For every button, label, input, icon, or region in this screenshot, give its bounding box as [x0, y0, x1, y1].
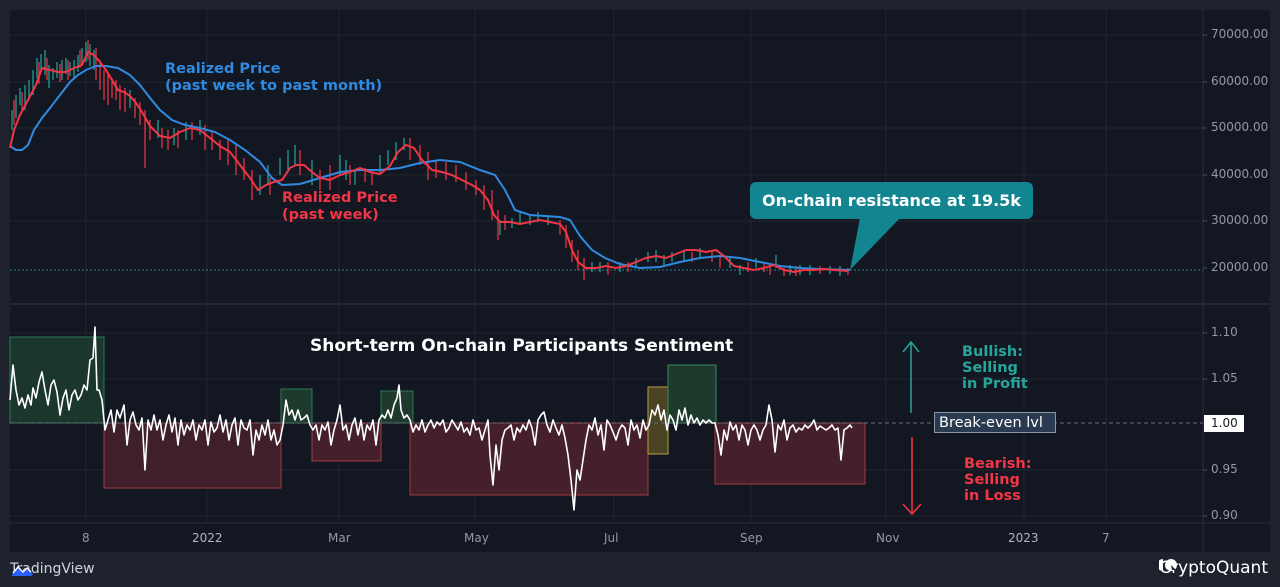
bullish-zone	[667, 364, 717, 424]
footer: TradingView CryptoQuant	[0, 552, 1280, 587]
time-axis[interactable]: 8 2022 Mar May Jul Sep Nov 2023 7	[10, 524, 1203, 552]
bullish-label: Bullish: Selling in Profit	[962, 344, 1028, 392]
price-candles	[11, 40, 849, 280]
time-axis-label: Mar	[328, 531, 351, 545]
price-axis-label: 70000.00	[1211, 27, 1269, 41]
bearish-zone	[103, 422, 282, 489]
price-axis-label: 50000.00	[1211, 120, 1269, 134]
time-axis-label: May	[464, 531, 489, 545]
time-axis-label: Jul	[604, 531, 619, 545]
callout-pointer	[850, 218, 900, 270]
bullish-arrow-icon	[902, 340, 920, 413]
time-axis-label: Nov	[876, 531, 900, 545]
price-axis-label: 40000.00	[1211, 167, 1269, 181]
bullish-zone	[9, 336, 105, 424]
price-axis-label: 20000.00	[1211, 260, 1269, 274]
sentiment-line	[9, 326, 853, 511]
sentiment-axis-label: 1.05	[1211, 371, 1238, 385]
sentiment-axis-label: 0.90	[1211, 508, 1238, 522]
bearish-label: Bearish: Selling in Loss	[964, 456, 1032, 504]
realized-price-week-line	[9, 50, 849, 274]
time-axis-label: 8	[82, 531, 90, 545]
breakeven-label: Break-even lvl	[934, 412, 1056, 433]
realized-price-month-line	[9, 65, 851, 271]
sentiment-axis-label: 1.10	[1211, 325, 1238, 339]
cryptoquant-logo[interactable]: CryptoQuant	[1159, 558, 1268, 578]
price-axis-label: 60000.00	[1211, 74, 1269, 88]
price-axis[interactable]: 70000.00 60000.00 50000.00 40000.00 3000…	[1204, 10, 1270, 304]
sentiment-axis-label: 0.95	[1211, 462, 1238, 476]
sentiment-axis[interactable]: 1.10 1.05 1.00 0.95 0.90	[1204, 305, 1270, 523]
tradingview-cloud-icon	[11, 565, 33, 576]
resistance-callout: On-chain resistance at 19.5k	[750, 182, 1033, 219]
price-axis-label: 30000.00	[1211, 213, 1269, 227]
axis-ticks	[1203, 34, 1207, 517]
grid	[10, 10, 1203, 523]
sentiment-zones	[9, 336, 866, 496]
bearish-zone	[409, 422, 649, 496]
blue-series-label: Realized Price (past week to past month)	[165, 61, 383, 94]
time-axis-label: 2022	[192, 531, 223, 545]
time-axis-label: 7	[1102, 531, 1110, 545]
time-axis-label: Sep	[740, 531, 763, 545]
sentiment-title: Short-term On-chain Participants Sentime…	[310, 336, 734, 356]
sentiment-current-value: 1.00	[1204, 415, 1244, 432]
red-series-label: Realized Price (past week)	[282, 190, 398, 223]
bearish-arrow-icon	[902, 437, 922, 516]
cryptoquant-icon	[1159, 559, 1178, 571]
tradingview-logo[interactable]: TradingView	[10, 561, 95, 577]
time-axis-label: 2023	[1008, 531, 1039, 545]
